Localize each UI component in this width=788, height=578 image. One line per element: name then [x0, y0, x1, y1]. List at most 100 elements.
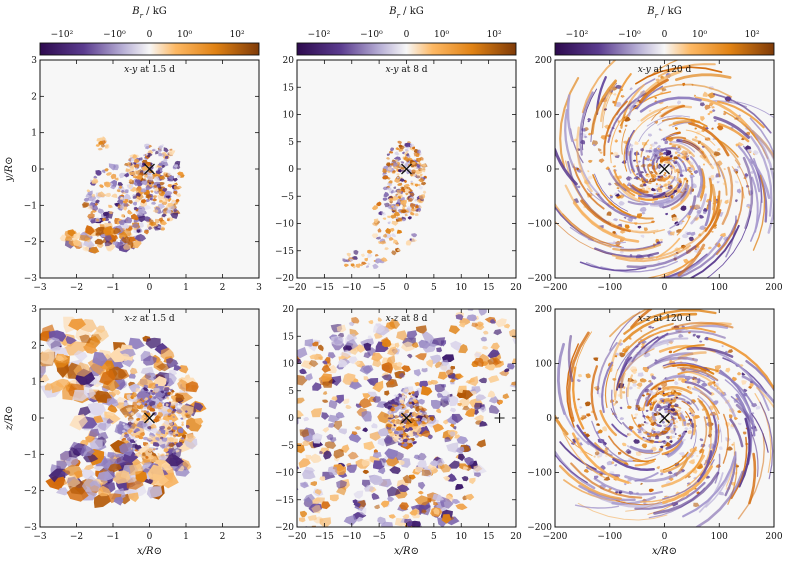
field-patch [375, 254, 379, 257]
field-filament [662, 385, 693, 395]
field-patch [612, 93, 617, 96]
field-patch [171, 389, 175, 393]
field-filament [555, 202, 612, 248]
field-patch [158, 145, 164, 150]
field-patch [80, 444, 95, 457]
field-patch [163, 452, 184, 467]
field-patch [688, 170, 693, 173]
field-patch [97, 191, 106, 198]
field-patch [134, 428, 141, 432]
field-patch [143, 154, 147, 157]
field-patch [474, 414, 484, 422]
field-filament [652, 83, 733, 98]
field-patch [439, 464, 452, 473]
field-patch [389, 318, 401, 330]
field-patch [461, 390, 474, 400]
field-patch [321, 364, 332, 373]
field-filament [644, 453, 661, 460]
field-patch [152, 448, 156, 451]
field-patch [116, 189, 121, 193]
field-patch [629, 366, 637, 372]
field-patch [324, 441, 337, 449]
field-patch [724, 199, 729, 205]
field-patch [97, 423, 107, 432]
field-patch [160, 395, 165, 399]
field-filament [657, 63, 716, 78]
field-patch [164, 155, 169, 160]
field-patch [299, 368, 307, 375]
field-patch [403, 405, 406, 408]
field-patch [672, 216, 679, 222]
field-patch [166, 396, 170, 400]
field-patch [648, 133, 653, 137]
field-patch [688, 418, 692, 422]
field-patch [685, 415, 688, 418]
field-patch [630, 143, 634, 148]
field-patch [108, 463, 122, 473]
field-patch [449, 365, 456, 370]
field-patch [346, 252, 352, 257]
field-filament [662, 391, 682, 397]
field-patch [680, 191, 683, 194]
field-filament [610, 408, 622, 425]
field-filament [698, 399, 712, 438]
field-patch [154, 175, 160, 182]
field-patch [356, 516, 363, 522]
field-patch [411, 233, 418, 238]
field-patch [120, 204, 125, 210]
x-tick-label: −15 [315, 532, 334, 542]
field-patch [410, 207, 416, 213]
field-patch [404, 213, 408, 217]
field-patch [344, 549, 353, 557]
field-patch [56, 460, 68, 470]
field-patch [305, 454, 313, 460]
field-patch [699, 438, 704, 442]
field-patch [667, 185, 673, 190]
field-patch [91, 193, 96, 198]
field-patch [747, 206, 751, 209]
field-patch [386, 355, 396, 365]
field-patch [364, 257, 368, 262]
field-patch [401, 209, 407, 214]
field-patch [123, 433, 130, 439]
field-patch [676, 181, 680, 184]
field-patch [139, 432, 145, 437]
field-patch [159, 418, 163, 421]
field-patch [711, 106, 715, 109]
field-filament [564, 108, 575, 168]
field-patch [395, 217, 399, 220]
field-patch [645, 185, 650, 189]
field-patch [405, 425, 409, 429]
field-patch [414, 402, 420, 407]
field-patch [361, 552, 368, 559]
field-patch [726, 446, 733, 451]
field-patch [573, 138, 577, 142]
field-patch [143, 397, 149, 401]
field-patch [160, 153, 165, 157]
field-patch [668, 392, 672, 395]
field-patch [173, 393, 185, 402]
field-patch [476, 439, 486, 448]
field-patch [615, 84, 622, 89]
field-patch [99, 369, 116, 386]
field-patch [128, 492, 139, 503]
field-patch [415, 395, 419, 398]
colorbar-tick-label: −10⁰ [360, 30, 383, 40]
field-patch [464, 456, 475, 466]
field-patch [168, 442, 175, 448]
field-patch [391, 220, 399, 226]
field-filament [567, 331, 590, 423]
panel-x-y-at-8-d: −20 −15 −10 −5 0 5 10 15 20−20−15−10−505101520x-… [275, 56, 522, 293]
field-patch [110, 186, 116, 190]
field-patch [488, 404, 500, 414]
y-tick-label: −20 [275, 523, 294, 533]
field-filament [619, 219, 655, 225]
field-patch [65, 336, 77, 345]
field-filament [677, 243, 706, 277]
field-patch [659, 176, 664, 180]
field-patch [663, 445, 666, 448]
y-tick-label: −5 [281, 441, 295, 451]
field-patch [128, 236, 137, 243]
field-patch [162, 158, 168, 163]
